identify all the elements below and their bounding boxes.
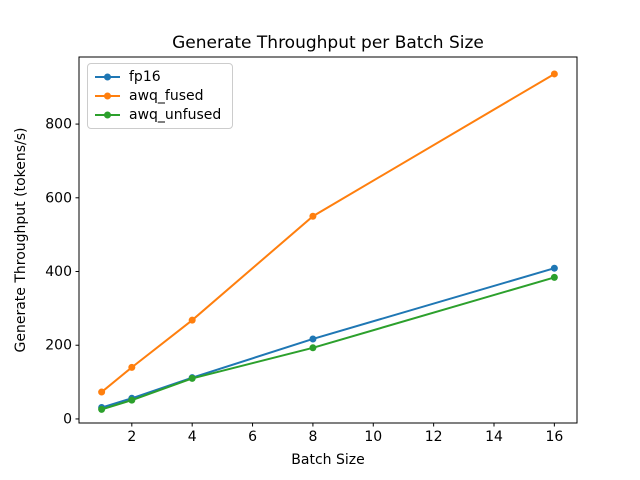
y-tick-label: 0 bbox=[63, 411, 72, 427]
legend-entry-fp16: fp16 bbox=[94, 67, 226, 86]
y-tick-label: 400 bbox=[45, 264, 72, 280]
x-tick-label: 16 bbox=[545, 429, 563, 445]
series-marker-awq_unfused bbox=[550, 273, 558, 281]
legend-entry-awq_unfused: awq_unfused bbox=[94, 106, 226, 125]
x-tick-label: 2 bbox=[127, 429, 136, 445]
x-tick-label: 14 bbox=[485, 429, 503, 445]
series-marker-fp16 bbox=[309, 335, 317, 343]
x-tick-label: 8 bbox=[308, 429, 317, 445]
series-marker-awq_fused bbox=[98, 388, 106, 396]
series-marker-awq_unfused bbox=[188, 374, 196, 382]
legend: fp16 awq_fused awq_unfused bbox=[87, 63, 233, 129]
chart-title: Generate Throughput per Batch Size bbox=[172, 33, 484, 53]
legend-line-sample-icon bbox=[95, 92, 120, 100]
series-marker-awq_unfused bbox=[128, 396, 136, 404]
series-marker-awq_fused bbox=[128, 363, 136, 371]
y-tick-label: 600 bbox=[45, 190, 72, 206]
series-marker-awq_fused bbox=[309, 212, 317, 220]
series-marker-awq_fused bbox=[188, 316, 196, 324]
x-tick-label: 4 bbox=[188, 429, 197, 445]
legend-line-sample-icon bbox=[95, 111, 120, 119]
x-tick-label: 12 bbox=[425, 429, 443, 445]
y-tick-label: 800 bbox=[45, 117, 72, 133]
series-line-awq_unfused bbox=[101, 276, 555, 411]
plot-border bbox=[78, 56, 578, 424]
series-marker-fp16 bbox=[550, 264, 558, 272]
series-marker-awq_unfused bbox=[98, 405, 106, 413]
legend-label: fp16 bbox=[129, 68, 161, 85]
y-tick-label: 200 bbox=[45, 338, 72, 354]
y-axis-label: Generate Throughput (tokens/s) bbox=[13, 128, 29, 353]
plot-area: 2 4 6 8 10 12 14 16 0 200 400 600 800 bbox=[45, 56, 578, 445]
legend-label: awq_unfused bbox=[129, 107, 222, 124]
legend-entry-awq_fused: awq_fused bbox=[94, 86, 226, 105]
legend-label: awq_fused bbox=[129, 87, 204, 104]
series-marker-awq_unfused bbox=[309, 344, 317, 352]
series-marker-awq_fused bbox=[550, 70, 558, 78]
x-tick-label: 6 bbox=[248, 429, 257, 445]
x-axis-label: Batch Size bbox=[291, 452, 364, 468]
legend-line-sample-icon bbox=[95, 73, 120, 81]
x-tick-label: 10 bbox=[364, 429, 382, 445]
